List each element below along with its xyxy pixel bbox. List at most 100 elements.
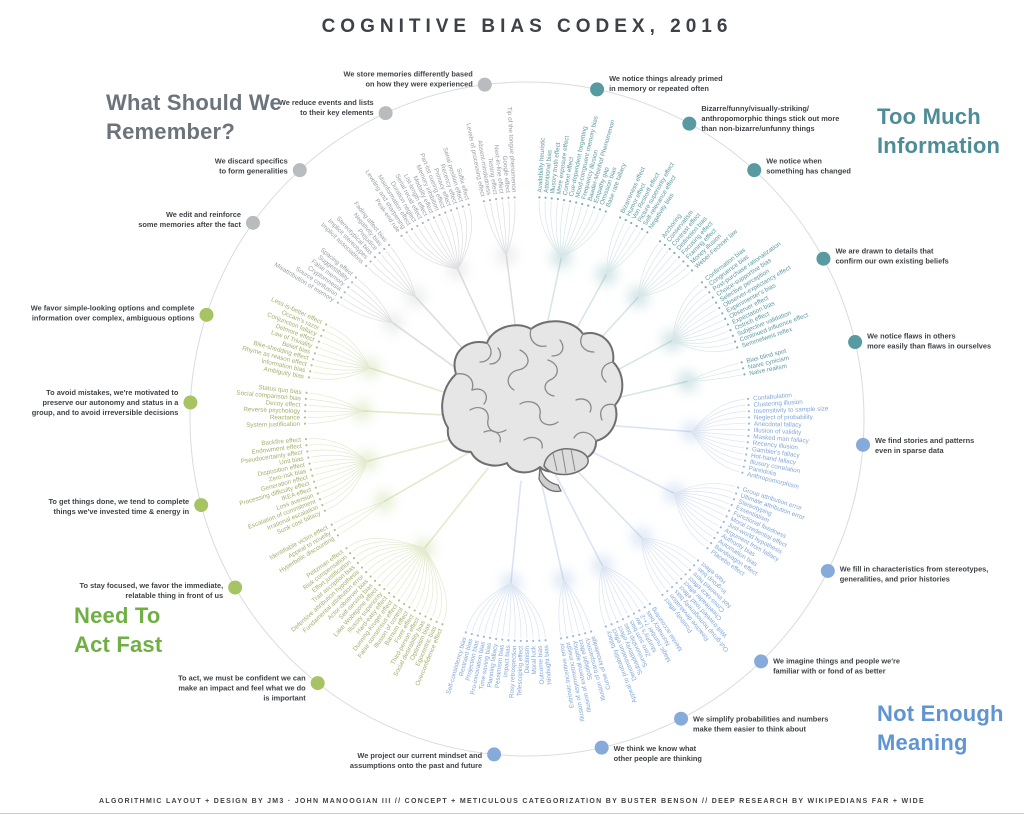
bias-link (561, 212, 600, 258)
bias-link (451, 213, 460, 270)
bias-leaf-dot (305, 444, 308, 447)
bias-leaf-dot (303, 422, 307, 425)
cluster-annotation: We find stories and patterns even in spar… (875, 436, 974, 455)
bias-leaf-dot (670, 585, 674, 589)
bias-link (674, 483, 736, 494)
bias-link (408, 234, 458, 270)
bias-leaf-dot (501, 638, 504, 641)
bias-link (674, 493, 722, 521)
cluster-annotation-dot (754, 654, 769, 669)
bias-leaf-dot (373, 579, 377, 582)
cluster-annotation-dot (310, 676, 325, 691)
cluster-annotation-dot (820, 563, 835, 578)
bias-leaf-dot (455, 207, 459, 210)
bias-link (606, 234, 646, 275)
bias-leaf-dot (587, 204, 590, 207)
bias-link (510, 582, 540, 638)
cluster-stem (569, 463, 643, 539)
bias-leaf-dot (619, 216, 622, 219)
bias-leaf-dot (621, 618, 625, 621)
bias-leaf-dot (388, 243, 391, 247)
cluster-annotation: To get things done, we tend to complete t… (48, 497, 189, 516)
bias-link (561, 214, 606, 258)
bias-leaf-dot (747, 403, 750, 407)
cluster-annotation: We notice things already primed in memory… (609, 74, 723, 93)
bias-link (637, 254, 673, 298)
bias-leaf-dot (360, 566, 364, 569)
bias-leaf-dot (383, 247, 386, 251)
bias-link (308, 404, 363, 412)
bias-link (324, 460, 368, 505)
cluster-annotation-dot (682, 116, 697, 131)
bias-leaf-dot (311, 474, 314, 477)
bias-link (561, 206, 582, 258)
bias-link (638, 267, 686, 298)
bias-leaf-dot (312, 358, 315, 361)
cluster-annotation: Bizarre/funny/visually-striking/anthropo… (701, 104, 839, 133)
cluster-annotation-dot (747, 163, 762, 178)
bias-leaf-dot (632, 612, 636, 615)
bias-leaf-dot (345, 547, 348, 550)
cluster-annotation: We reduce events and lists to their key e… (279, 98, 374, 117)
bias-link (510, 582, 546, 638)
bias-link (311, 367, 371, 380)
bias-link (457, 209, 468, 270)
bias-leaf-dot (308, 462, 311, 465)
bias-leaf-dot (316, 492, 319, 495)
bias-link (598, 565, 606, 624)
bias-leaf-dot (742, 367, 745, 370)
bias-link (368, 547, 425, 571)
bias-leaf-dot (495, 198, 498, 201)
bias-leaf-dot (544, 639, 547, 642)
bias-leaf-dot (700, 281, 704, 284)
bias-leaf-dot (488, 199, 492, 202)
bias-link (691, 431, 743, 461)
cluster-annotation-dot (487, 747, 502, 762)
bias-link (317, 353, 371, 369)
cluster-annotation-dot (378, 106, 393, 121)
bias-leaf-dot (706, 547, 709, 550)
credits-footer: ALGORITHMIC LAYOUT + DESIGN BY JM3 · JOH… (99, 798, 925, 805)
page-title: COGNITIVE BIAS CODEX, 2016 (321, 16, 733, 37)
bias-leaf-dot (405, 231, 408, 234)
bias-link (602, 565, 622, 617)
bias-leaf-dot (719, 526, 722, 529)
bias-link (673, 493, 709, 542)
bias-leaf-dot (581, 202, 584, 206)
bias-leaf-dot (318, 498, 322, 501)
cluster-annotation-dot (848, 335, 863, 350)
cluster-stem (539, 479, 565, 581)
bias-leaf-dot (306, 450, 309, 453)
bias-link (510, 583, 522, 638)
bias-label: Unit bias (279, 455, 304, 466)
bias-link (405, 548, 425, 602)
bias-leaf-dot (742, 465, 745, 468)
bias-link (563, 579, 591, 629)
bias-link (691, 431, 746, 437)
bias-leaf-dot (488, 636, 492, 639)
bias-link (484, 204, 507, 256)
bias-leaf-dot (315, 346, 318, 349)
bias-leaf-dot (630, 221, 633, 225)
bias-link (372, 263, 416, 298)
bias-leaf-dot (305, 391, 308, 394)
bias-link (358, 279, 394, 324)
bias-leaf-dot (680, 577, 683, 580)
bias-link (308, 398, 363, 412)
bias-link (674, 491, 732, 499)
bias-leaf-dot (598, 208, 602, 211)
bias-leaf-dot (325, 323, 328, 326)
bias-leaf-dot (726, 323, 729, 326)
bias-leaf-dot (519, 639, 522, 643)
bias-link (502, 583, 512, 637)
bias-leaf-dot (513, 196, 516, 199)
cluster-annotation: We fill in characteristics from stereoty… (840, 564, 989, 583)
bias-link (356, 544, 425, 557)
bias-link (641, 537, 684, 573)
bias-link (671, 293, 708, 341)
bias-link (672, 331, 728, 342)
bias-link (601, 565, 611, 622)
bias-leaf-dot (418, 612, 422, 615)
